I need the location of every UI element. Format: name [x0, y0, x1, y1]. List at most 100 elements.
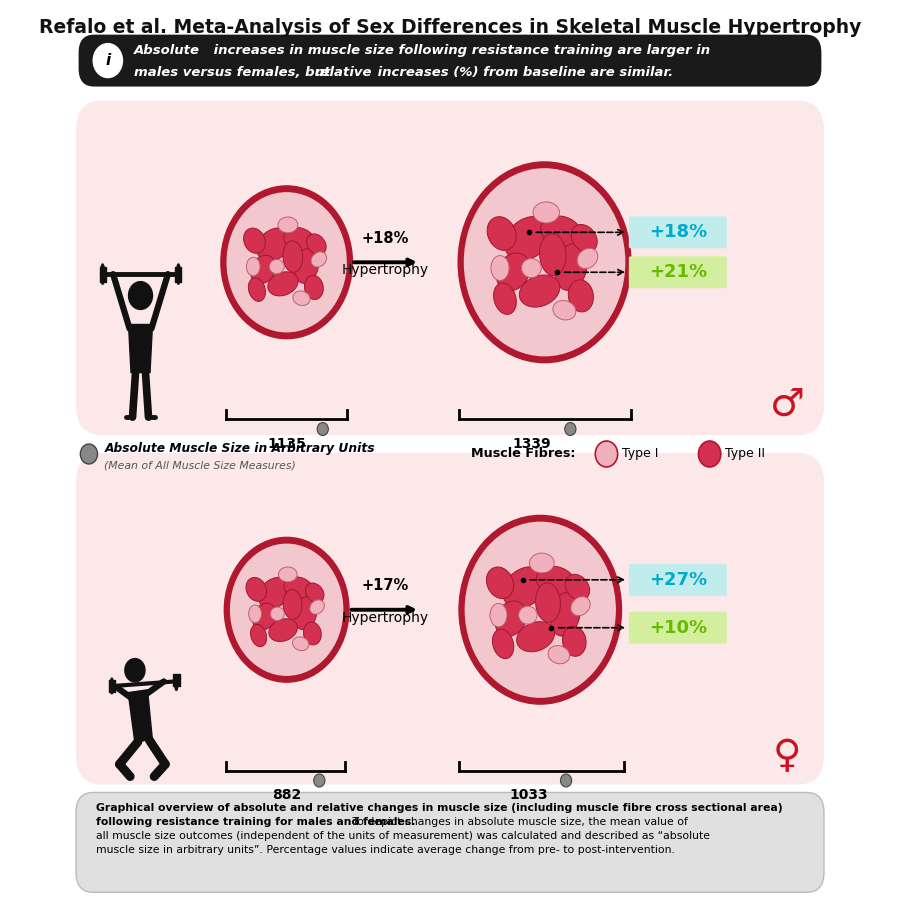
FancyBboxPatch shape: [629, 216, 727, 248]
Ellipse shape: [533, 202, 560, 223]
Ellipse shape: [244, 228, 266, 254]
Ellipse shape: [176, 264, 180, 284]
Ellipse shape: [493, 283, 517, 314]
Polygon shape: [128, 689, 152, 742]
Ellipse shape: [247, 257, 260, 276]
Ellipse shape: [250, 256, 275, 284]
Ellipse shape: [253, 603, 276, 630]
Polygon shape: [129, 325, 152, 373]
Ellipse shape: [490, 604, 507, 626]
Text: +18%: +18%: [362, 230, 410, 246]
Bar: [100, 266, 106, 282]
Ellipse shape: [505, 216, 552, 260]
Circle shape: [225, 191, 348, 334]
Ellipse shape: [492, 629, 514, 659]
Ellipse shape: [294, 248, 319, 284]
Circle shape: [220, 186, 353, 338]
Ellipse shape: [284, 228, 314, 251]
Text: +21%: +21%: [649, 264, 706, 282]
FancyBboxPatch shape: [629, 563, 727, 596]
Ellipse shape: [303, 622, 321, 645]
Ellipse shape: [270, 607, 284, 621]
Circle shape: [229, 542, 345, 678]
Circle shape: [224, 537, 349, 682]
Ellipse shape: [305, 583, 324, 603]
Text: +27%: +27%: [649, 571, 706, 589]
Bar: [174, 673, 180, 686]
Circle shape: [561, 774, 572, 787]
Circle shape: [565, 422, 576, 436]
Ellipse shape: [486, 567, 514, 598]
Text: males versus females, but: males versus females, but: [133, 66, 335, 79]
Ellipse shape: [536, 583, 561, 622]
Ellipse shape: [496, 253, 530, 291]
Text: Absolute Muscle Size in Arbitrary Units: Absolute Muscle Size in Arbitrary Units: [104, 442, 375, 454]
Ellipse shape: [503, 567, 547, 608]
Circle shape: [698, 441, 721, 467]
Ellipse shape: [311, 252, 327, 267]
Ellipse shape: [519, 275, 560, 307]
Text: 1135: 1135: [267, 437, 306, 451]
Text: all muscle size outcomes (independent of the units of measurement) was calculate: all muscle size outcomes (independent of…: [95, 832, 710, 842]
FancyBboxPatch shape: [629, 256, 727, 288]
Ellipse shape: [572, 224, 598, 252]
Text: following resistance training for males and females.: following resistance training for males …: [95, 817, 415, 827]
Text: Absolute: Absolute: [133, 44, 200, 57]
Circle shape: [458, 162, 631, 363]
FancyBboxPatch shape: [78, 34, 822, 86]
Ellipse shape: [278, 567, 297, 582]
FancyBboxPatch shape: [76, 793, 824, 892]
Ellipse shape: [283, 241, 302, 273]
Ellipse shape: [548, 645, 570, 664]
Text: 1339: 1339: [512, 437, 551, 451]
Ellipse shape: [269, 618, 298, 642]
Ellipse shape: [284, 590, 302, 619]
Text: +17%: +17%: [362, 579, 410, 593]
FancyBboxPatch shape: [629, 612, 727, 643]
Circle shape: [314, 774, 325, 787]
Ellipse shape: [577, 248, 598, 268]
Text: +10%: +10%: [649, 618, 706, 636]
Circle shape: [317, 422, 328, 436]
Circle shape: [462, 166, 627, 358]
Text: i: i: [105, 53, 111, 68]
Ellipse shape: [307, 234, 326, 255]
Ellipse shape: [495, 601, 526, 636]
Ellipse shape: [310, 599, 324, 614]
Text: ♂: ♂: [770, 386, 805, 424]
Bar: [175, 266, 182, 282]
Circle shape: [463, 520, 617, 699]
Ellipse shape: [541, 216, 581, 248]
Ellipse shape: [248, 278, 266, 302]
Text: muscle size in arbitrary units”. Percentage values indicate average change from : muscle size in arbitrary units”. Percent…: [95, 845, 675, 855]
Ellipse shape: [292, 637, 309, 651]
Ellipse shape: [175, 675, 178, 690]
FancyBboxPatch shape: [76, 101, 824, 435]
Ellipse shape: [491, 256, 509, 281]
Text: (Mean of All Muscle Size Measures): (Mean of All Muscle Size Measures): [104, 461, 296, 471]
Ellipse shape: [268, 272, 298, 296]
Ellipse shape: [110, 678, 113, 694]
Text: Graphical overview of absolute and relative changes in muscle size (including mu: Graphical overview of absolute and relat…: [95, 804, 782, 814]
Ellipse shape: [248, 605, 262, 623]
Ellipse shape: [284, 577, 313, 599]
Ellipse shape: [269, 259, 284, 274]
Circle shape: [125, 659, 145, 682]
Circle shape: [129, 282, 152, 310]
Ellipse shape: [536, 566, 575, 596]
Text: increases in muscle size following resistance training are larger in: increases in muscle size following resis…: [210, 44, 710, 57]
Text: 882: 882: [272, 788, 302, 803]
Text: ♀: ♀: [773, 737, 801, 776]
Ellipse shape: [246, 578, 266, 601]
Text: relative: relative: [315, 66, 373, 79]
Ellipse shape: [553, 301, 576, 320]
Ellipse shape: [554, 244, 588, 291]
Ellipse shape: [250, 625, 266, 647]
Ellipse shape: [565, 574, 590, 600]
Ellipse shape: [258, 577, 292, 608]
Ellipse shape: [101, 264, 104, 284]
Ellipse shape: [562, 626, 586, 656]
Ellipse shape: [550, 592, 580, 636]
Ellipse shape: [487, 217, 516, 250]
Ellipse shape: [517, 622, 554, 652]
